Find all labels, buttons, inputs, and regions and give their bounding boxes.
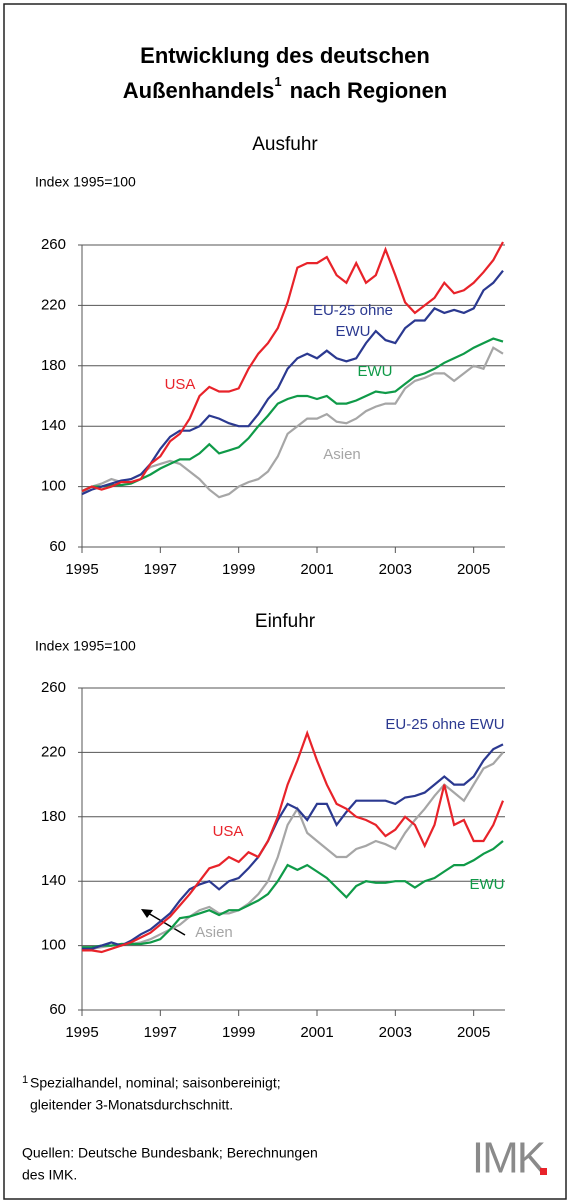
series-label: EWU: [357, 363, 393, 380]
series-line: [82, 729, 505, 954]
series-line: [82, 840, 504, 949]
y-axis-label: Index 1995=100: [35, 174, 136, 190]
frame: [3, 3, 567, 1200]
y-tick-label: 60: [49, 1001, 66, 1018]
series-line: [82, 743, 504, 950]
y-tick-label: 100: [41, 478, 66, 495]
y-tick-label: 60: [49, 538, 66, 555]
series-line: [81, 241, 504, 493]
y-tick-label: 220: [41, 296, 66, 313]
series-label: EWU: [469, 876, 505, 893]
sources: des IMK.: [22, 1167, 77, 1183]
series-line: [81, 337, 504, 493]
y-tick-label: 140: [41, 417, 66, 434]
logo-dot: [540, 1168, 547, 1175]
series-line: [81, 751, 504, 950]
series-label: USA: [212, 823, 244, 840]
x-tick-label: 1997: [144, 1024, 177, 1041]
title: Entwicklung des deutschen: [140, 43, 430, 68]
footnote-mark: 1: [22, 1074, 28, 1086]
x-tick-label: 1999: [222, 1024, 255, 1041]
x-tick-label: 2001: [300, 1024, 333, 1041]
y-axis-label: Index 1995=100: [35, 638, 136, 654]
series-label: Asien: [323, 446, 361, 463]
x-tick-label: 2005: [457, 1024, 490, 1041]
y-tick-label: 180: [41, 808, 66, 825]
arrow-head: [141, 909, 153, 918]
series-label: USA: [164, 376, 196, 393]
x-tick-label: 2001: [300, 561, 333, 578]
series-line: [81, 346, 504, 499]
series-label: EU-25 ohne EWU: [312, 302, 394, 340]
x-tick-label: 1997: [144, 561, 177, 578]
x-tick-label: 2003: [379, 1024, 412, 1041]
chart-title: Einfuhr: [255, 611, 316, 632]
x-tick-label: 2005: [457, 561, 490, 578]
series-label: Asien: [195, 924, 233, 941]
y-tick-label: 260: [41, 236, 66, 253]
x-tick-label: 1999: [222, 561, 255, 578]
x-tick-label: 1995: [65, 1024, 98, 1041]
y-tick-label: 180: [41, 357, 66, 374]
y-tick-label: 100: [41, 937, 66, 954]
y-tick-label: 220: [41, 743, 66, 760]
title-part: Außenhandels: [123, 78, 275, 103]
footnote-mark: 1: [274, 74, 281, 89]
title-part: nach Regionen: [290, 78, 448, 103]
chart-title: Ausfuhr: [252, 134, 318, 155]
y-tick-label: 260: [41, 679, 66, 696]
footnote: Spezialhandel, nominal; saisonbereinigt;: [30, 1075, 281, 1091]
series-label: EU-25 ohne EWU: [385, 716, 505, 733]
sources: Quellen: Deutsche Bundesbank; Berechnung…: [22, 1145, 318, 1161]
x-tick-label: 2003: [379, 561, 412, 578]
title: Außenhandels1 nach Regionen: [123, 74, 448, 102]
footnote: gleitender 3-Monatsdurchschnitt.: [30, 1097, 233, 1113]
y-tick-label: 140: [41, 872, 66, 889]
x-tick-label: 1995: [65, 561, 98, 578]
logo: IMK: [472, 1134, 546, 1183]
